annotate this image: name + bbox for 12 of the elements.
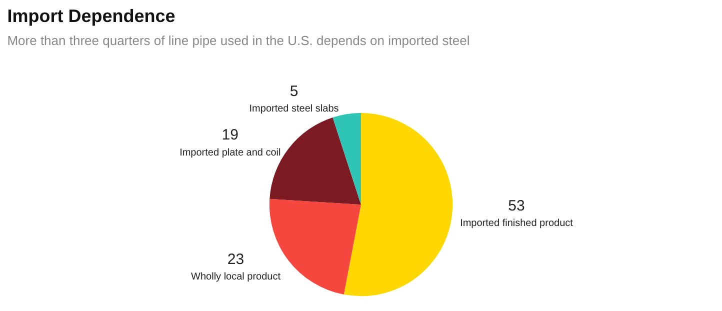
data-label: 23 [227,250,244,268]
slice-label: Imported steel slabs [249,104,339,115]
pie-slice [344,113,453,296]
data-label: 53 [508,198,525,215]
pie-slice [332,113,361,205]
slice-label: Wholly local product [191,271,281,282]
slice-label: Imported plate and coil [180,147,281,158]
data-label: 5 [290,82,298,100]
slice-label: Imported finished product [460,218,574,230]
chart-subtitle: More than three quarters of line pipe used in the U.S. depends on imported steel [7,33,470,48]
data-label: 19 [222,126,238,144]
chart-title: Import Dependence [7,6,176,26]
